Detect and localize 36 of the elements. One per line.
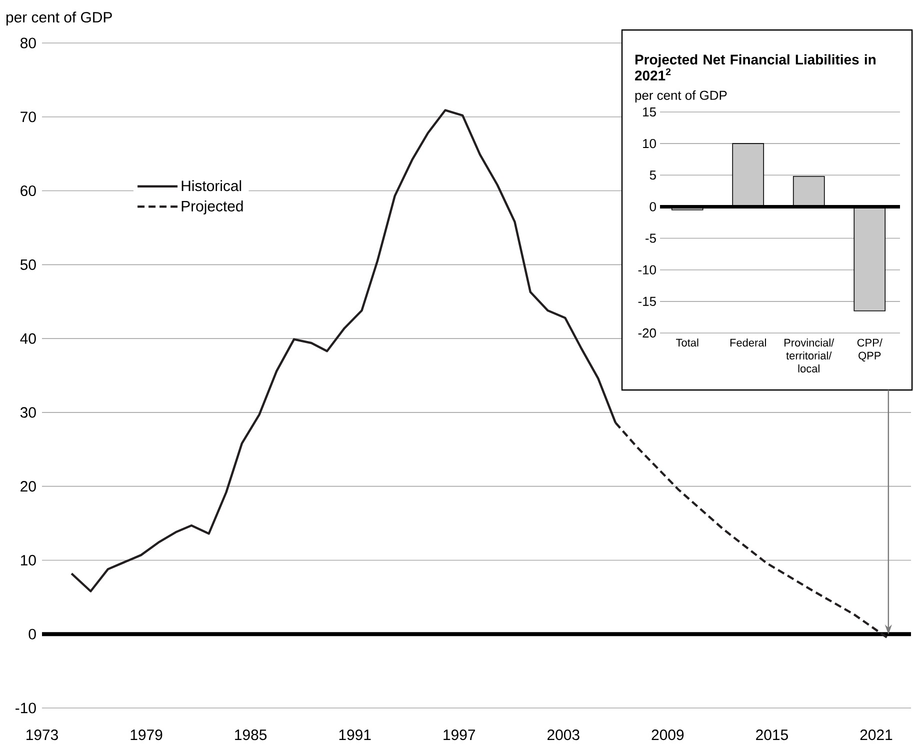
y-tick-label: 15 [643, 107, 656, 117]
x-tick-label: 1979 [130, 730, 162, 740]
y-axis-title: per cent of GDP [6, 12, 112, 26]
x-tick-label: 1991 [339, 730, 371, 740]
legend-label: Historical [182, 180, 242, 192]
x-tick-label: Total [676, 338, 698, 347]
y-tick-label: 5 [650, 170, 656, 180]
y-tick-label: 60 [20, 185, 36, 196]
y-tick-label: 0 [28, 628, 36, 640]
chart-title: Projected Net Financial Liabilities in 2021$^{2}$ [635, 54, 876, 80]
y-axis-title: per cent of GDP [635, 90, 727, 102]
y-tick-label: -20 [638, 328, 656, 338]
y-tick-label: 80 [20, 38, 36, 48]
x-tick-label: 2003 [548, 730, 580, 740]
x-tick-label: Federal [730, 338, 766, 347]
x-tick-label: 2009 [652, 730, 684, 740]
y-tick-label: -5 [646, 234, 656, 243]
y-tick-label: -15 [638, 296, 656, 306]
x-tick-label: 1973 [26, 730, 58, 740]
y-tick-label: 10 [643, 138, 656, 148]
x-tick-label: 1985 [235, 730, 267, 740]
y-tick-label: 50 [20, 259, 36, 270]
y-tick-label: 10 [21, 554, 36, 566]
y-tick-label: 70 [20, 112, 36, 122]
x-tick-label: 2021 [860, 730, 892, 740]
x-tick-label: 2015 [756, 730, 788, 740]
x-tick-label: Provincial/ territorial/ local [784, 338, 834, 372]
y-tick-label: -10 [16, 702, 36, 714]
x-tick-label: CPP/ QPP [857, 338, 882, 362]
x-tick-label: 1997 [444, 730, 475, 740]
legend-label: Projected [182, 200, 243, 214]
y-tick-label: -10 [638, 265, 656, 274]
y-tick-label: 20 [20, 481, 36, 492]
y-tick-label: 0 [650, 202, 656, 212]
y-tick-label: 30 [20, 407, 36, 418]
y-tick-label: 40 [20, 333, 36, 344]
